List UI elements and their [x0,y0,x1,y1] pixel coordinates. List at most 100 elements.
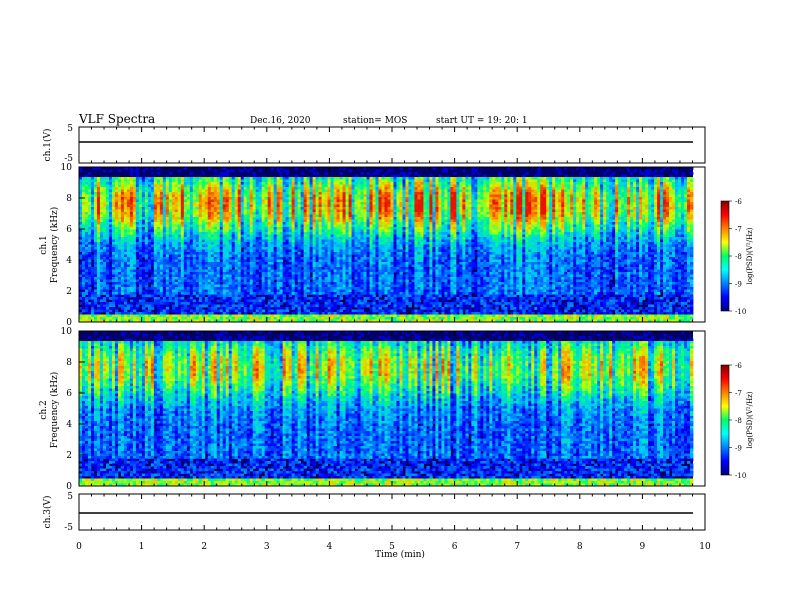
spectrogram-cell [243,297,248,300]
spectrogram-cell [210,292,215,295]
spectrogram-cell [303,237,308,240]
spectrogram-cell [315,242,320,245]
spectrogram-cell [147,317,152,320]
spectrogram-cell [195,299,200,303]
spectrogram-cell [303,247,308,250]
spectrogram-cell [228,277,233,280]
spectrogram-cell [300,199,305,203]
spectrogram-cell [141,319,146,323]
spectrogram-cell [189,222,194,225]
spectrogram-cell [222,304,227,308]
spectrogram-cell [102,317,107,320]
spectrogram-cell [120,234,125,238]
spectrogram-cell [270,242,275,245]
spectrogram-cell [138,259,143,263]
spectrogram-cell [249,217,254,220]
spectrogram-cell [237,169,242,173]
spectrogram-cell [120,317,125,320]
spectrogram-cell [159,189,164,193]
spectrogram-cell [315,309,320,313]
spectrogram-cell [291,257,296,260]
spectrogram-cell [177,179,182,183]
spectrogram-cell [264,237,269,240]
spectrogram-cell [177,259,182,263]
spectrogram-cell [159,194,164,198]
spectrogram-cell [240,287,245,290]
spectrogram-cell [207,262,212,265]
spectrogram-cell [237,224,242,228]
spectrogram-cell [231,257,236,260]
spectrogram-cell [204,272,209,275]
spectrogram-cell [108,304,113,308]
spectrogram-cell [135,204,140,208]
spectrogram-cell [261,232,266,235]
spectrogram-cell [99,319,104,323]
spectrogram-cell [174,222,179,225]
spectrogram-cell [111,224,116,228]
spectrogram-cell [276,262,281,265]
spectrogram-cell [87,302,92,305]
spectrogram-cell [273,229,278,233]
spectrogram-cell [111,207,116,210]
spectrogram-cell [279,274,284,278]
spectrogram-cell [267,299,272,303]
spectrogram-cell [111,237,116,240]
spectrogram-cell [315,199,320,203]
spectrogram-cell [291,259,296,263]
spectrogram-cell [300,219,305,223]
spectrogram-cell [327,177,331,180]
spectrogram-cell [333,259,337,263]
spectrogram-cell [249,304,254,308]
spectrogram-cell [312,219,317,223]
spectrogram-cell [87,257,92,260]
spectrogram-cell [261,194,266,198]
spectrogram-cell [129,202,134,205]
spectrogram-cell [168,214,173,218]
spectrogram-cell [312,192,317,195]
spectrogram-cell [333,227,337,230]
spectrogram-cell [246,277,251,280]
spectrogram-cell [105,207,110,210]
spectrogram-cell [189,312,194,315]
spectrogram-cell [108,269,113,273]
spectrogram-cell [93,232,98,235]
spectrogram-cell [84,182,89,185]
spectrogram-cell [279,194,284,198]
spectrogram-cell [240,234,245,238]
spectrogram-cell [321,247,325,250]
spectrogram-cell [174,209,179,213]
spectrogram-cell [210,184,215,188]
spectrogram-cell [165,197,170,200]
spectrogram-cell [81,199,86,203]
spectrogram-cell [219,257,224,260]
spectrogram-cell [162,262,167,265]
spectrogram-cell [207,192,212,195]
spectrogram-cell [264,259,269,263]
spectrogram-cell [141,169,146,173]
spectrogram-cell [141,202,146,205]
spectrogram-cell [207,244,212,248]
spectrogram-cell [141,222,146,225]
spectrogram-cell [228,242,233,245]
spectrogram-cell [270,284,275,288]
spectrogram-cell [333,282,337,285]
spectrogram-cell [159,254,164,258]
spectrogram-cell [79,317,83,320]
spectrogram-cell [318,237,323,240]
spectrogram-cell [294,264,299,268]
spectrogram-cell [96,247,101,250]
spectrogram-cell [210,219,215,223]
spectrogram-cell [129,177,134,180]
spectrogram-cell [135,227,140,230]
spectrogram-cell [162,237,167,240]
spectrogram-cell [222,319,227,323]
spectrogram-cell [165,199,170,203]
spectrogram-cell [276,279,281,283]
spectrogram-cell [234,234,239,238]
spectrogram-cell [147,309,152,313]
spectrogram-cell [132,282,137,285]
spectrogram-cell [177,247,182,250]
spectrogram-cell [246,274,251,278]
spectrogram-cell [147,204,152,208]
spectrogram-cell [330,252,334,255]
